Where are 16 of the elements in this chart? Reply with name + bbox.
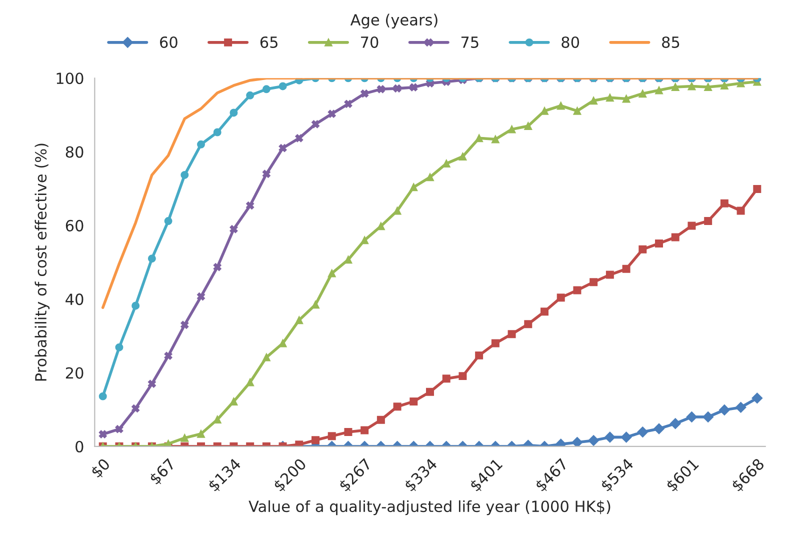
- legend-label: 85: [662, 36, 680, 48]
- legend-label: 80: [562, 36, 580, 48]
- y-tick-label: 60: [66, 220, 84, 232]
- x-tick-label: $0: [90, 458, 112, 480]
- legend-label: 75: [461, 36, 478, 48]
- legend-label: 65: [260, 36, 278, 48]
- y-tick-label: 0: [76, 440, 84, 452]
- legend-label: 70: [361, 36, 378, 48]
- y-tick-label: 100: [56, 72, 84, 84]
- legend-label: 60: [160, 36, 178, 48]
- legend-title: Age (years): [350, 14, 438, 29]
- y-tick-label: 20: [66, 367, 84, 379]
- y-axis-title: Probability of cost effective (%): [34, 144, 50, 381]
- x-axis-title: Value of a quality-adjusted life year (1000 HK$): [248, 500, 610, 516]
- y-tick-label: 40: [66, 294, 84, 306]
- y-tick-label: 80: [66, 146, 84, 158]
